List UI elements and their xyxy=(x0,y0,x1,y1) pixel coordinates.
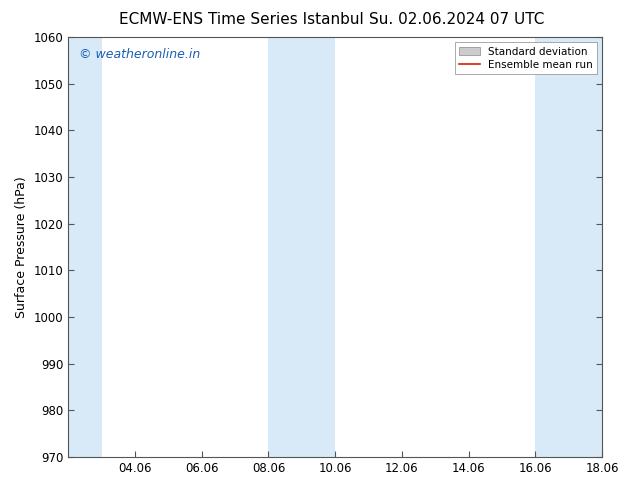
Text: © weatheronline.in: © weatheronline.in xyxy=(79,48,200,61)
Text: ECMW-ENS Time Series Istanbul: ECMW-ENS Time Series Istanbul xyxy=(119,12,363,27)
Legend: Standard deviation, Ensemble mean run: Standard deviation, Ensemble mean run xyxy=(455,42,597,74)
Text: Su. 02.06.2024 07 UTC: Su. 02.06.2024 07 UTC xyxy=(369,12,544,27)
Bar xyxy=(268,37,335,457)
Bar xyxy=(68,37,101,457)
Bar xyxy=(536,37,602,457)
Y-axis label: Surface Pressure (hPa): Surface Pressure (hPa) xyxy=(15,176,28,318)
